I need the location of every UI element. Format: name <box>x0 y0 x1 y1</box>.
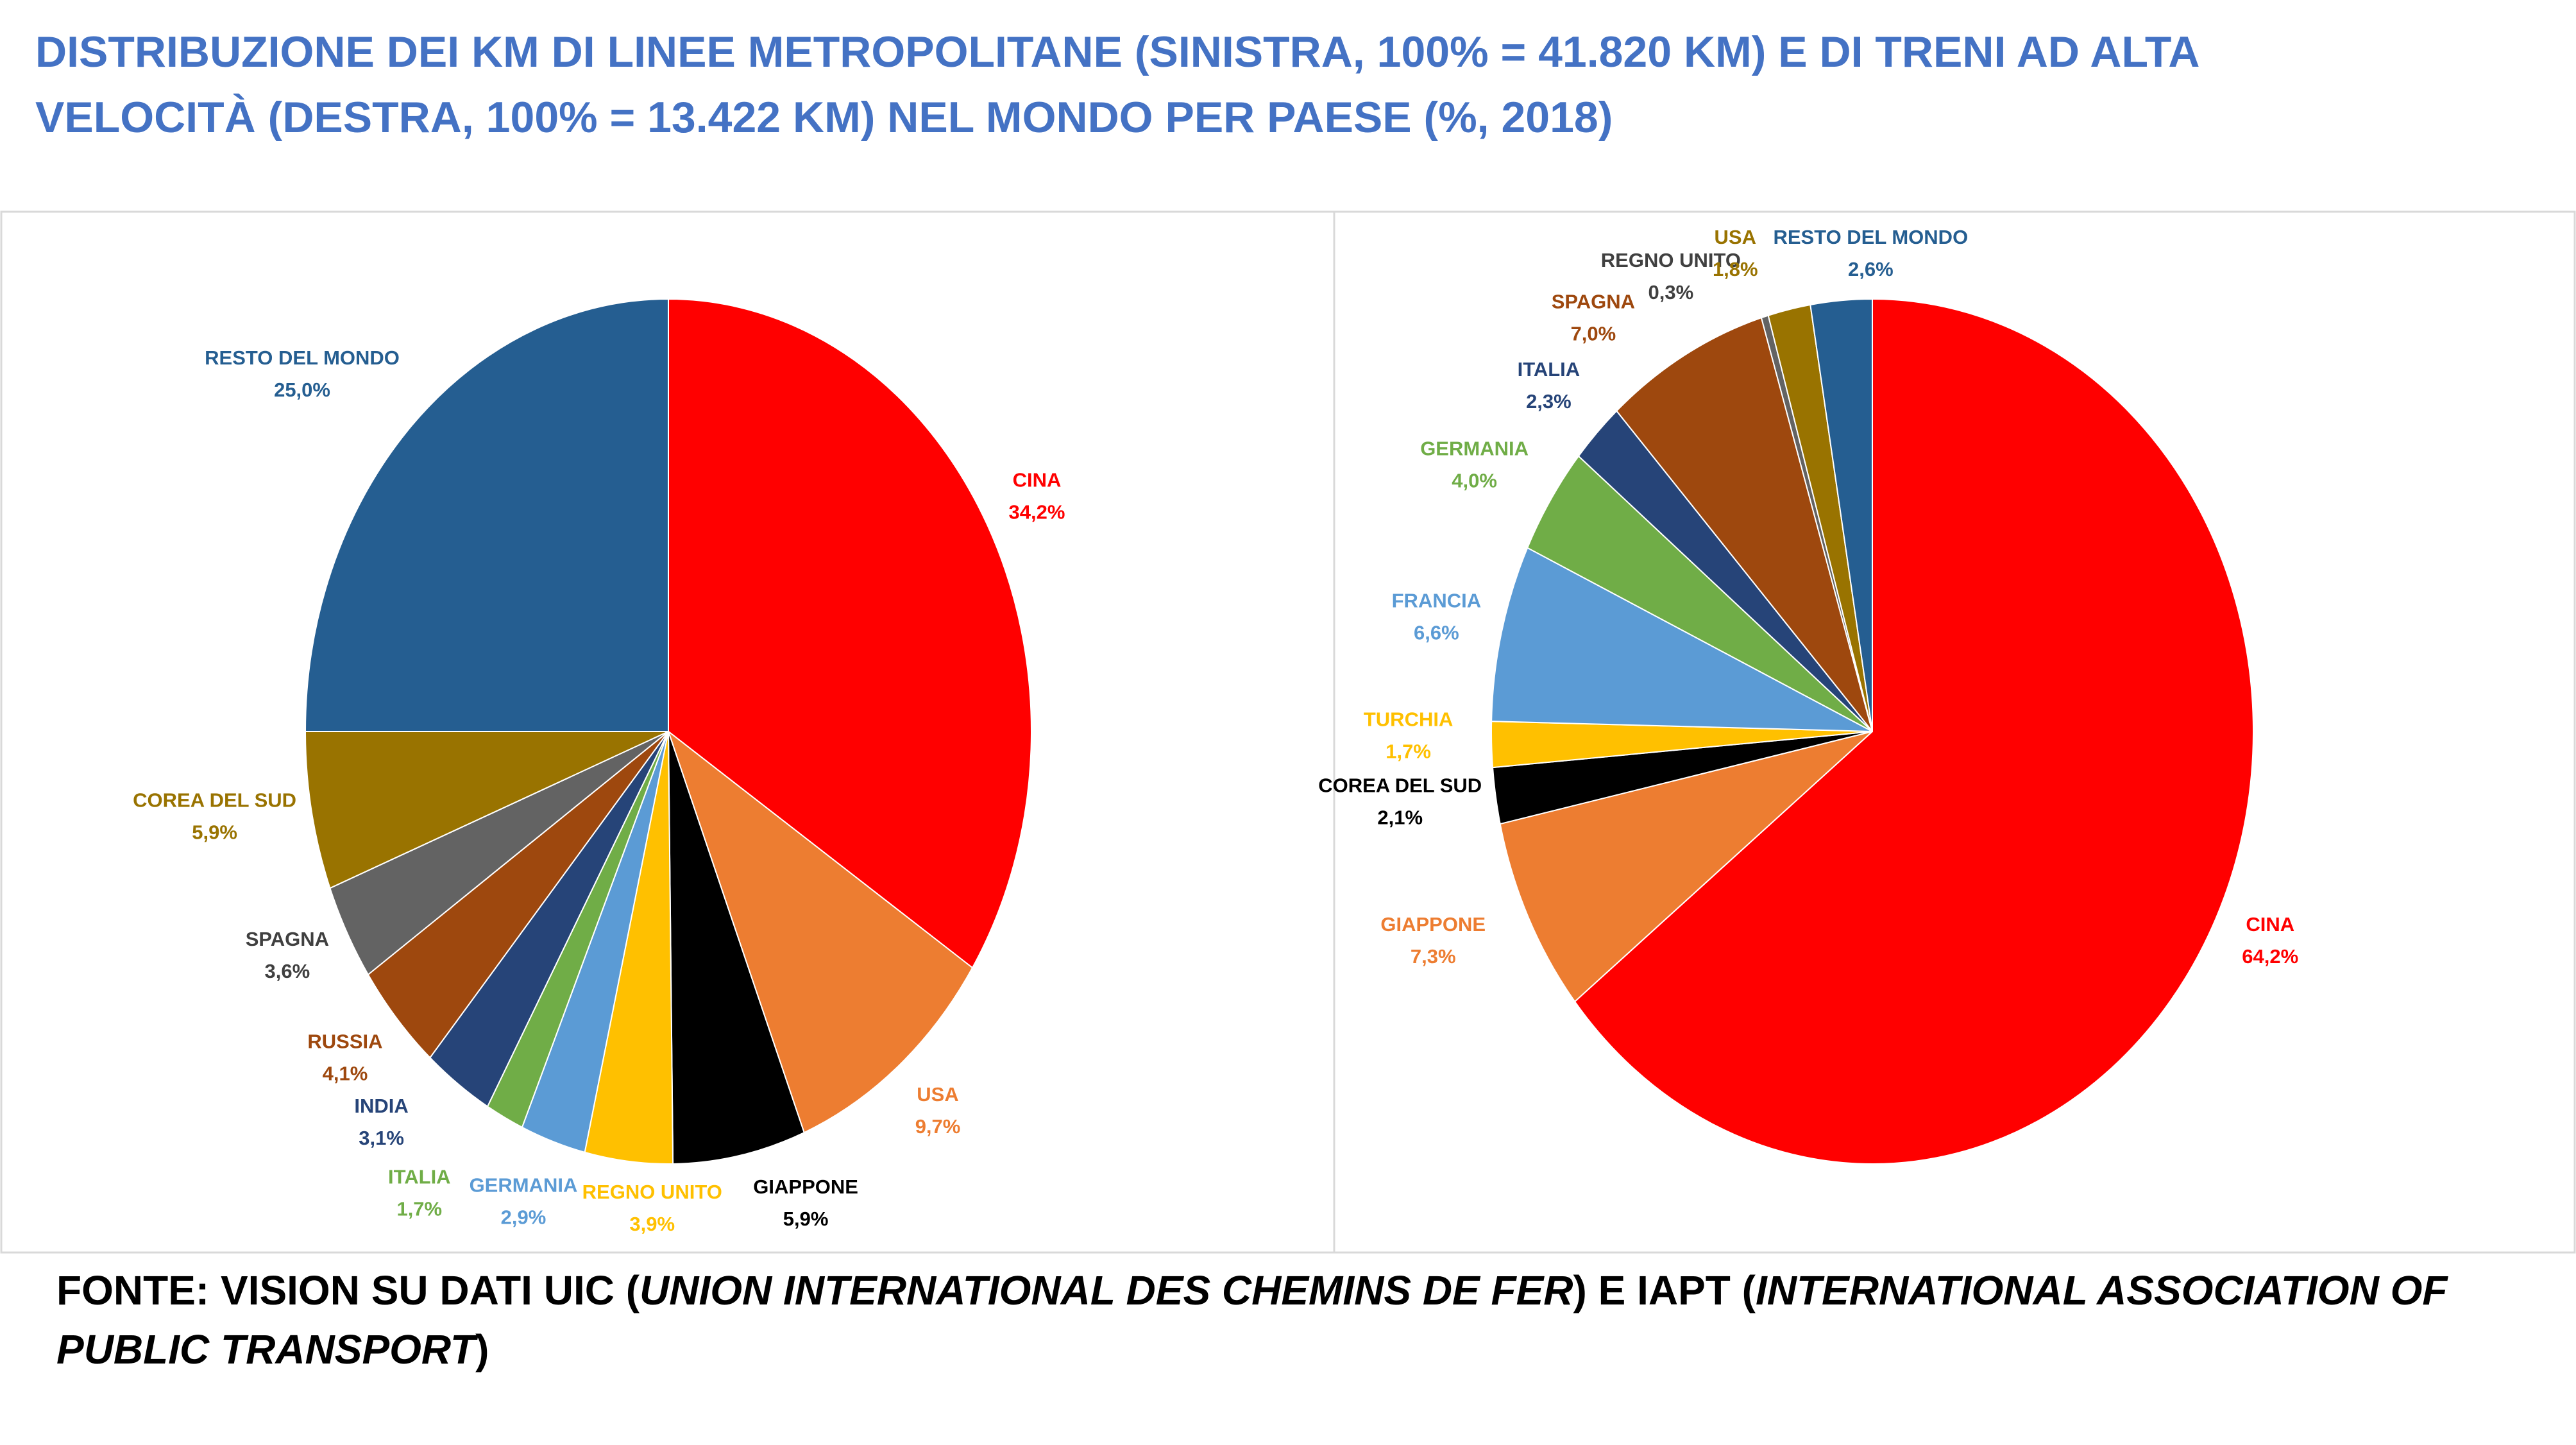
slice-label: REGNO UNITO <box>582 1181 722 1203</box>
pie-slice <box>668 731 805 1165</box>
pie-slice <box>1809 298 1873 732</box>
right-panel <box>1333 210 2576 1254</box>
pie-slice <box>1573 298 2254 1165</box>
pie-slice <box>304 298 669 732</box>
slice-label: GERMANIA <box>470 1174 578 1196</box>
value-label: 5,9% <box>192 821 237 844</box>
slice-label: FRANCIA <box>1392 589 1482 611</box>
value-label: 7,3% <box>1411 945 1456 968</box>
slice-label: REGNO UNITO <box>1601 249 1741 271</box>
value-label: 4,0% <box>1452 469 1497 492</box>
slice-label: COREA DEL SUD <box>1318 774 1482 797</box>
slice-label: CINA <box>1013 468 1062 491</box>
value-label: 2,3% <box>1526 390 1572 413</box>
pie-slice <box>304 731 669 889</box>
source-text: ) <box>475 1326 489 1372</box>
slice-label: USA <box>917 1083 958 1106</box>
value-label: 3,9% <box>629 1213 675 1235</box>
pie-slice <box>367 731 669 1059</box>
value-label: 6,6% <box>1414 621 1459 644</box>
value-label: 1,7% <box>1385 740 1431 763</box>
value-label: 34,2% <box>1009 500 1065 523</box>
slice-label: TURCHIA <box>1364 708 1453 731</box>
slice-label: RUSSIA <box>307 1030 382 1053</box>
slice-label: USA <box>1715 226 1756 248</box>
value-label: 2,9% <box>501 1206 547 1228</box>
slice-label: INDIA <box>354 1095 408 1117</box>
charts: CINA 34,2% USA 9,7% GIAPPONE 5,9% REGNO UNITO 3… <box>0 210 2576 1254</box>
slice-label: GERMANIA <box>1420 437 1529 459</box>
slice-label: GIAPPONE <box>1380 913 1486 936</box>
value-label: 4,1% <box>323 1063 368 1085</box>
slice-label: RESTO DEL MONDO <box>205 346 400 369</box>
value-label: 1,8% <box>1713 258 1758 280</box>
source-text: FONTE: VISION SU DATI UIC ( <box>56 1267 640 1313</box>
pie-slice <box>1491 547 1873 732</box>
slice-label: SPAGNA <box>246 928 329 950</box>
slice-label: ITALIA <box>1518 358 1580 380</box>
pie-slice <box>666 730 974 1134</box>
source: FONTE: VISION SU DATI UIC (UNION INTERNA… <box>56 1261 2558 1379</box>
slice-label: ITALIA <box>388 1166 451 1188</box>
value-label: 2,6% <box>1848 258 1894 280</box>
value-label: 0,3% <box>1648 281 1694 304</box>
value-label: 9,7% <box>915 1115 961 1138</box>
slice-label: GIAPPONE <box>753 1176 858 1198</box>
slice-label: CINA <box>2246 913 2294 936</box>
title: DISTRIBUZIONE DEI KM DI LINEE METROPOLIT… <box>35 28 2199 142</box>
value-label: 3,6% <box>265 960 310 982</box>
source-text: ) E IAPT ( <box>1573 1267 1756 1313</box>
pie-slice <box>668 298 1032 969</box>
pie-slice <box>1615 316 1873 732</box>
source-text: INTERNATIONAL ASSOCIATION OF PUBLIC TRAN… <box>56 1267 2448 1372</box>
value-label: 2,1% <box>1377 807 1423 829</box>
value-label: 64,2% <box>2242 945 2298 968</box>
slice-label: COREA DEL SUD <box>133 789 296 812</box>
value-label: 3,1% <box>359 1127 404 1149</box>
value-label: 25,0% <box>274 379 330 401</box>
slice-label: SPAGNA <box>1552 290 1635 312</box>
value-label: 5,9% <box>783 1208 829 1230</box>
pie-slice <box>1499 731 1873 1003</box>
value-label: 7,0% <box>1571 322 1616 345</box>
source-text: UNION INTERNATIONAL DES CHEMINS DE FER <box>640 1267 1573 1313</box>
value-label: 1,7% <box>396 1198 442 1220</box>
slice-label: RESTO DEL MONDO <box>1773 226 1968 248</box>
